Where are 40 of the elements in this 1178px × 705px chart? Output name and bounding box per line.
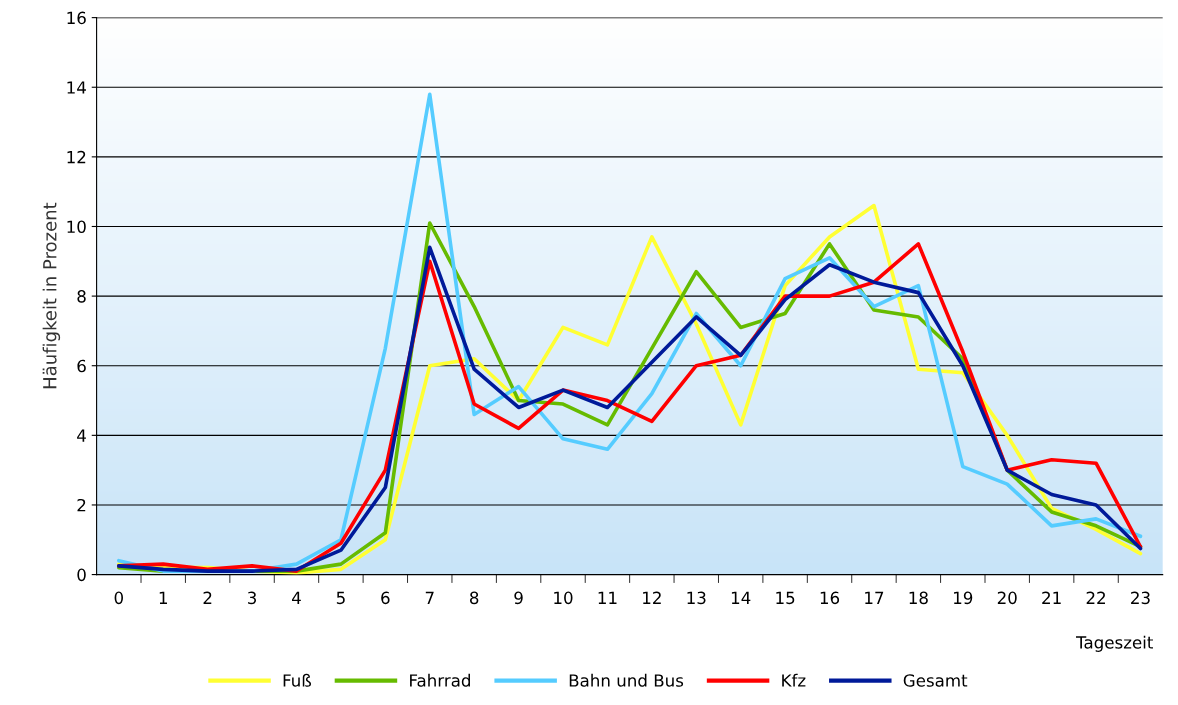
x-tick-label: 12	[643, 591, 661, 604]
x-tick-label: 22	[1086, 591, 1105, 604]
x-tick-label: 1	[159, 591, 167, 604]
legend-label: Fahrrad	[410, 673, 470, 687]
x-tick-label: 10	[554, 591, 573, 605]
legend-label: Gesamt	[903, 674, 968, 687]
y-tick-label: 0	[77, 568, 86, 582]
x-tick-label: 8	[470, 591, 479, 605]
y-tick-label: 10	[67, 220, 86, 234]
x-tick-label: 21	[1042, 591, 1061, 604]
x-tick-label: 6	[381, 591, 390, 605]
y-tick-label: 8	[77, 290, 86, 303]
x-tick-label: 4	[292, 591, 301, 604]
y-axis-title: Häufigkeit in Prozent	[42, 202, 61, 389]
x-tick-label: 2	[203, 591, 212, 604]
legend-label: Kfz	[782, 673, 806, 687]
x-tick-label: 7	[425, 591, 434, 604]
x-tick-label: 20	[997, 591, 1017, 605]
y-tick-label: 14	[67, 81, 86, 94]
x-tick-label: 3	[248, 591, 257, 605]
y-tick-label: 2	[77, 498, 86, 512]
x-tick-label: 18	[909, 591, 928, 605]
x-tick-label: 0	[114, 591, 123, 605]
x-axis-title: Tageszeit	[1076, 635, 1153, 652]
x-tick-label: 15	[776, 591, 795, 605]
x-tick-label: 13	[687, 591, 706, 605]
legend-label: Fuß	[283, 673, 312, 687]
x-tick-label: 17	[865, 591, 884, 604]
x-tick-label: 5	[336, 591, 345, 605]
y-tick-label: 16	[67, 11, 86, 25]
x-tick-label: 9	[514, 591, 523, 605]
x-tick-label: 23	[1131, 591, 1150, 605]
legend-label: Bahn und Bus	[569, 673, 684, 687]
y-tick-label: 12	[67, 150, 86, 164]
y-tick-label: 4	[77, 429, 86, 442]
y-tick-label: 6	[77, 359, 86, 373]
x-tick-label: 14	[731, 591, 751, 604]
x-tick-label: 16	[820, 591, 840, 605]
x-tick-label: 11	[598, 591, 617, 604]
x-tick-label: 19	[954, 591, 973, 605]
